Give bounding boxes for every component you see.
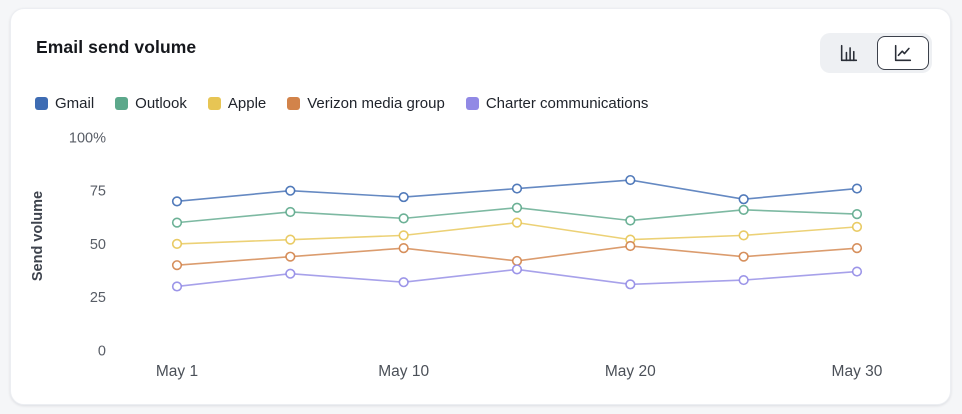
data-point-marker[interactable] bbox=[625, 240, 636, 252]
x-tick-label: May 30 bbox=[832, 363, 883, 380]
legend-item[interactable]: Apple bbox=[207, 95, 267, 112]
legend-item[interactable]: Outlook bbox=[115, 95, 187, 112]
data-point-marker[interactable] bbox=[511, 255, 523, 267]
data-point-marker[interactable] bbox=[398, 213, 409, 224]
y-tick-label: 50 bbox=[90, 237, 106, 253]
line-chart-icon bbox=[894, 44, 912, 62]
data-point-marker[interactable] bbox=[851, 243, 863, 254]
data-point-marker[interactable] bbox=[398, 277, 409, 288]
legend-label: Apple bbox=[227, 95, 267, 112]
data-point-marker[interactable] bbox=[625, 279, 636, 290]
data-point-marker[interactable] bbox=[851, 209, 863, 220]
legend-swatch bbox=[465, 97, 479, 110]
legend-label: Charter communications bbox=[485, 95, 649, 112]
data-point-marker[interactable] bbox=[511, 183, 523, 194]
data-point-marker[interactable] bbox=[171, 281, 183, 292]
y-tick-label: 75 bbox=[90, 184, 106, 200]
line-chart: 100% 75 50 25 0 May 1 May 10 May 20 May 30 bbox=[69, 131, 883, 381]
legend-swatch bbox=[207, 97, 221, 110]
legend-swatch bbox=[115, 97, 129, 110]
data-point-marker[interactable] bbox=[285, 268, 296, 279]
data-point-marker[interactable] bbox=[171, 238, 183, 249]
data-point-marker[interactable] bbox=[511, 264, 523, 275]
card-title: Email send volume bbox=[36, 37, 197, 57]
data-point-marker[interactable] bbox=[285, 185, 296, 196]
line-view-button[interactable] bbox=[877, 36, 929, 70]
data-point-marker[interactable] bbox=[738, 230, 749, 241]
legend-item[interactable]: Verizon media group bbox=[287, 95, 445, 112]
bar-view-button[interactable] bbox=[823, 36, 875, 70]
data-point-marker[interactable] bbox=[285, 206, 296, 218]
data-point-marker[interactable] bbox=[625, 215, 636, 226]
data-point-marker[interactable] bbox=[738, 194, 749, 205]
legend-swatch bbox=[35, 97, 48, 110]
legend-label: Verizon media group bbox=[307, 95, 445, 112]
data-point-marker[interactable] bbox=[851, 221, 863, 232]
data-point-marker[interactable] bbox=[398, 191, 409, 203]
data-point-marker[interactable] bbox=[285, 251, 296, 262]
data-point-marker[interactable] bbox=[851, 183, 863, 194]
y-tick-label: 100% bbox=[69, 131, 106, 147]
legend-swatch bbox=[287, 97, 301, 110]
data-point-marker[interactable] bbox=[625, 174, 636, 186]
data-point-marker[interactable] bbox=[398, 243, 409, 254]
data-point-marker[interactable] bbox=[285, 234, 296, 245]
data-point-marker[interactable] bbox=[171, 260, 183, 271]
legend-label: Outlook bbox=[135, 95, 187, 112]
x-tick-label: May 1 bbox=[156, 363, 198, 380]
legend-item[interactable]: Charter communications bbox=[465, 95, 649, 112]
data-point-marker[interactable] bbox=[511, 217, 523, 228]
bar-chart-icon bbox=[840, 44, 858, 62]
legend-label: Gmail bbox=[55, 95, 95, 112]
chart-view-toggle bbox=[820, 33, 932, 73]
legend: Gmail Outlook Apple Verizon media group Char… bbox=[35, 95, 648, 112]
data-point-marker[interactable] bbox=[738, 274, 749, 286]
x-tick-label: May 20 bbox=[605, 363, 656, 380]
legend-item[interactable]: Gmail bbox=[35, 95, 94, 112]
data-point-marker[interactable] bbox=[851, 266, 863, 277]
data-point-marker[interactable] bbox=[511, 202, 523, 213]
data-point-marker[interactable] bbox=[171, 217, 183, 228]
email-send-volume-card: Email send volume Gmail Outlook Apple Veriz… bbox=[10, 8, 951, 405]
data-point-marker[interactable] bbox=[171, 196, 183, 207]
data-point-marker[interactable] bbox=[738, 204, 749, 215]
x-tick-label: May 10 bbox=[378, 363, 429, 380]
y-tick-label: 25 bbox=[90, 290, 106, 306]
data-point-marker[interactable] bbox=[738, 251, 749, 262]
y-tick-label: 0 bbox=[98, 343, 106, 359]
data-point-marker[interactable] bbox=[398, 230, 409, 241]
